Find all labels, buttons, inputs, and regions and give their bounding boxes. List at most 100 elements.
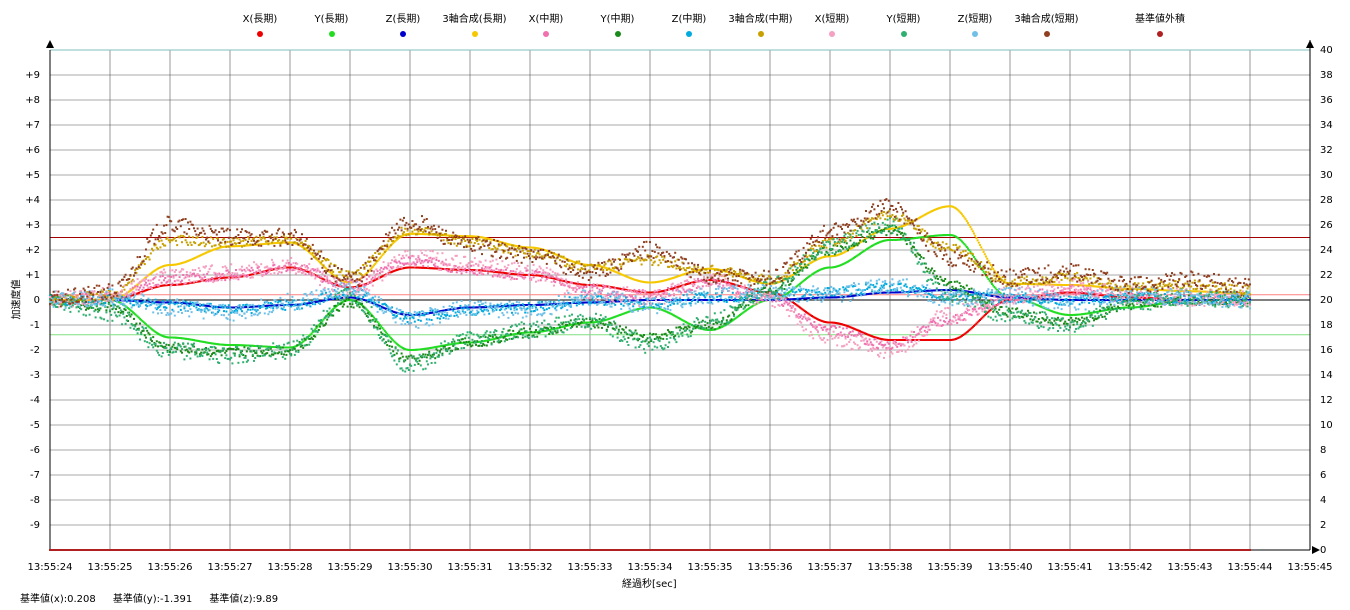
data-point bbox=[183, 337, 186, 340]
data-point bbox=[1147, 297, 1149, 299]
data-point bbox=[160, 301, 163, 304]
data-point bbox=[1043, 283, 1046, 286]
data-point bbox=[1161, 289, 1164, 292]
data-point bbox=[131, 299, 134, 302]
data-point bbox=[434, 267, 437, 270]
data-point bbox=[1041, 297, 1044, 300]
data-point bbox=[809, 322, 812, 325]
data-point bbox=[847, 295, 849, 298]
data-point bbox=[611, 316, 614, 319]
data-point bbox=[701, 299, 704, 301]
data-point bbox=[694, 269, 697, 272]
data-point bbox=[833, 266, 836, 268]
data-point bbox=[418, 258, 421, 261]
data-point bbox=[866, 333, 869, 336]
data-point bbox=[920, 327, 923, 330]
data-point bbox=[484, 266, 487, 268]
data-point bbox=[735, 316, 738, 319]
data-point bbox=[513, 333, 516, 336]
data-point bbox=[349, 299, 351, 301]
data-point bbox=[922, 339, 925, 341]
data-point bbox=[375, 273, 378, 276]
data-point bbox=[419, 233, 422, 235]
data-point bbox=[485, 269, 488, 272]
data-point bbox=[357, 285, 360, 288]
data-point bbox=[621, 273, 624, 276]
data-point bbox=[551, 277, 554, 280]
data-point bbox=[197, 303, 200, 306]
data-point bbox=[205, 341, 207, 344]
data-point bbox=[916, 333, 919, 336]
data-point bbox=[541, 276, 543, 279]
data-point bbox=[914, 290, 917, 293]
data-point bbox=[347, 286, 350, 289]
data-point bbox=[970, 314, 973, 317]
data-point bbox=[753, 295, 756, 298]
data-point bbox=[274, 346, 277, 349]
data-point bbox=[277, 304, 279, 307]
data-point bbox=[578, 287, 581, 290]
data-point bbox=[1041, 294, 1044, 297]
data-point bbox=[1115, 307, 1118, 310]
data-point bbox=[445, 263, 447, 266]
data-point bbox=[418, 232, 421, 235]
data-point bbox=[344, 280, 347, 283]
data-point bbox=[207, 280, 210, 283]
data-point bbox=[425, 347, 428, 350]
data-point bbox=[651, 291, 654, 294]
data-point bbox=[938, 339, 941, 341]
data-point bbox=[374, 277, 377, 280]
data-point bbox=[787, 298, 789, 301]
data-point bbox=[909, 290, 912, 293]
data-point bbox=[161, 301, 164, 304]
data-point bbox=[1115, 295, 1118, 298]
data-point bbox=[374, 278, 377, 281]
data-point bbox=[628, 276, 631, 279]
data-point bbox=[922, 236, 925, 239]
data-point bbox=[705, 328, 708, 331]
data-point bbox=[547, 275, 549, 278]
data-point bbox=[736, 284, 739, 287]
data-point bbox=[568, 259, 571, 262]
data-point bbox=[1036, 290, 1039, 293]
data-point bbox=[800, 314, 803, 317]
data-point bbox=[163, 265, 165, 267]
data-point bbox=[651, 306, 654, 309]
data-point bbox=[1126, 306, 1129, 309]
data-point bbox=[626, 275, 629, 278]
data-point bbox=[317, 260, 320, 263]
data-point bbox=[429, 347, 432, 349]
data-point bbox=[273, 263, 276, 266]
data-point bbox=[1021, 298, 1023, 301]
data-point bbox=[927, 325, 930, 328]
data-point bbox=[272, 346, 275, 348]
data-point bbox=[232, 306, 235, 309]
data-point bbox=[482, 340, 485, 343]
data-point bbox=[398, 344, 401, 347]
data-point bbox=[859, 333, 861, 335]
data-point bbox=[407, 256, 410, 259]
data-point bbox=[585, 321, 588, 324]
data-point bbox=[1198, 299, 1201, 301]
data-point bbox=[65, 301, 68, 304]
data-point bbox=[142, 321, 145, 324]
data-point bbox=[626, 289, 629, 292]
data-point bbox=[668, 299, 671, 301]
data-point bbox=[742, 291, 745, 294]
data-point bbox=[650, 281, 653, 284]
data-point bbox=[937, 207, 939, 210]
data-point bbox=[982, 303, 985, 306]
data-point bbox=[959, 289, 962, 292]
data-point bbox=[425, 267, 428, 269]
legend-item: X(短期) bbox=[792, 10, 872, 37]
data-point bbox=[943, 289, 945, 292]
data-point bbox=[479, 306, 482, 309]
data-point bbox=[531, 272, 534, 275]
data-point bbox=[506, 274, 509, 277]
data-point bbox=[580, 283, 583, 286]
data-point bbox=[1028, 283, 1031, 286]
data-point bbox=[557, 278, 560, 281]
data-point bbox=[209, 278, 212, 281]
legend-label: Z(中期) bbox=[671, 14, 707, 25]
data-point bbox=[1059, 298, 1062, 301]
